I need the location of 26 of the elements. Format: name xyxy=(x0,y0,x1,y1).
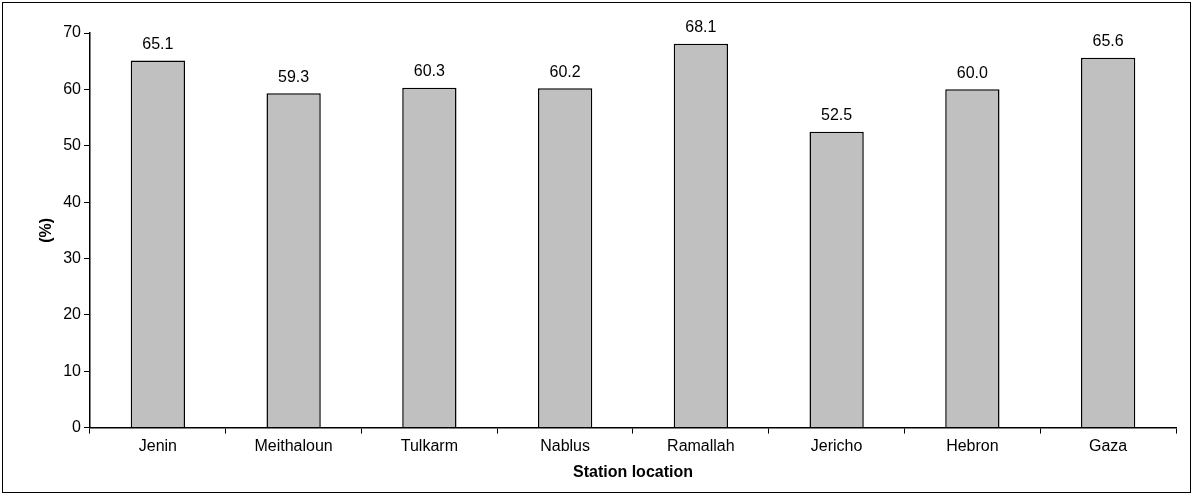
y-tick-label: 30 xyxy=(63,248,82,266)
data-label: 65.1 xyxy=(142,35,174,53)
y-tick-label: 60 xyxy=(63,79,82,97)
y-tick-label: 0 xyxy=(72,418,82,436)
y-tick-label: 40 xyxy=(63,192,82,210)
x-tick-label: Jericho xyxy=(810,436,863,454)
data-label: 59.3 xyxy=(278,67,310,85)
x-tick-label: Jenin xyxy=(138,436,177,454)
x-tick-label: Hebron xyxy=(946,436,999,454)
data-label: 68.1 xyxy=(685,18,717,36)
y-tick-label: 10 xyxy=(63,361,82,379)
data-label: 60.0 xyxy=(956,63,989,81)
data-label: 60.3 xyxy=(413,62,446,80)
data-label: 52.5 xyxy=(821,106,853,124)
y-axis-title: (%) xyxy=(37,217,55,243)
y-tick-label: 70 xyxy=(63,23,82,41)
x-tick-label: Meithaloun xyxy=(254,436,333,454)
data-label: 65.6 xyxy=(1092,32,1124,50)
data-label: 60.2 xyxy=(549,62,581,80)
x-tick-label: Gaza xyxy=(1089,436,1128,454)
x-axis-title: Station location xyxy=(573,462,693,480)
x-tick-label: Nablus xyxy=(540,436,591,454)
y-tick-label: 50 xyxy=(63,136,82,154)
x-tick-label: Ramallah xyxy=(667,436,735,454)
y-tick-label: 20 xyxy=(63,305,82,323)
x-tick-label: Tulkarm xyxy=(400,436,458,454)
